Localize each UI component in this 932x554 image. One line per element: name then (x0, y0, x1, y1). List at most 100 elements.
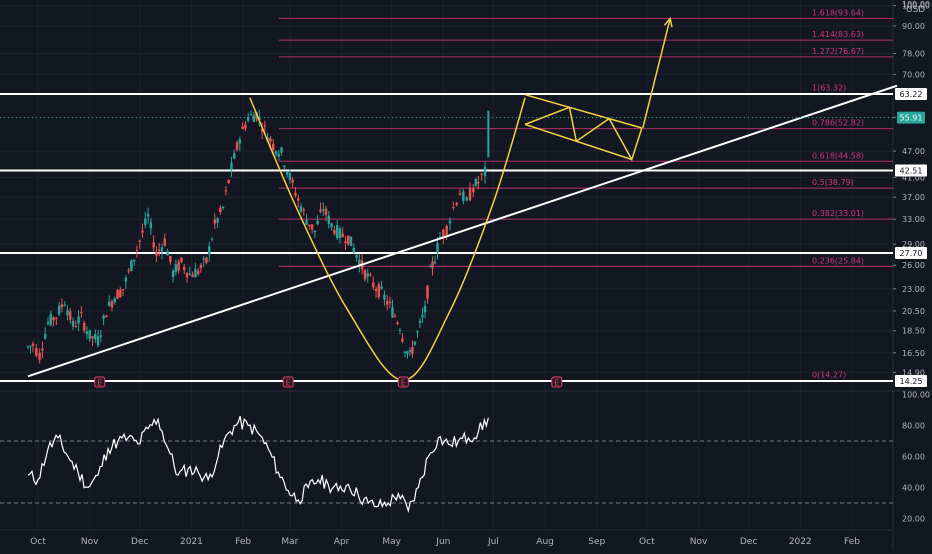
earnings-marker-label: E (554, 379, 559, 388)
candle-body (349, 236, 353, 246)
x-tick-label: Feb (844, 537, 860, 547)
x-tick-label: Dec (740, 537, 757, 547)
candle-body (235, 142, 239, 150)
flag-zigzag (524, 106, 643, 162)
candle-body (57, 305, 61, 315)
candle-body (333, 229, 336, 234)
candle-body (77, 316, 80, 324)
candle-body (88, 329, 91, 340)
y-tick-label: 16.50 (902, 349, 925, 358)
x-tick-label: Oct (639, 537, 655, 547)
candle-body (169, 255, 172, 262)
y-tick-label: 20.50 (902, 307, 925, 316)
x-tick-label: Mar (281, 537, 298, 547)
rsi-tick-label: 100.00 (902, 391, 930, 400)
candle-body (155, 252, 158, 256)
candle-body (483, 167, 487, 176)
y-tick-label: 47.00 (902, 147, 925, 156)
y-tick-label: 37.00 (902, 193, 925, 202)
candle-body (426, 285, 429, 299)
candle-body (130, 260, 133, 271)
y-tick-label: 23.00 (902, 285, 925, 294)
fib-level-label: 0(14.27) (812, 371, 846, 380)
x-tick-label: Apr (334, 537, 350, 547)
candle-body (433, 261, 437, 264)
candle-body (208, 246, 211, 255)
y-tick-label: 18.50 (902, 327, 925, 336)
x-tick-label: Sep (588, 537, 605, 547)
candle-body (124, 277, 128, 282)
candle-body (431, 261, 434, 269)
candle-body (113, 298, 116, 303)
candle-body (188, 273, 191, 275)
candle-body (219, 207, 222, 213)
candle-body (285, 171, 289, 175)
level-price-tag (895, 375, 927, 387)
candle-body (205, 257, 208, 263)
candle-body (194, 269, 197, 278)
candle-body (191, 274, 194, 278)
candle-body (324, 208, 328, 215)
x-tick-label: Feb (235, 537, 251, 547)
candle-body (107, 301, 111, 306)
x-tick-label: May (382, 537, 401, 547)
candle-body (144, 218, 147, 226)
candle-body (436, 243, 439, 253)
x-tick-label: Jul (487, 537, 499, 547)
candle-body (241, 126, 244, 130)
candle-body (35, 347, 38, 356)
candle-body (366, 273, 369, 277)
candle-body (180, 257, 183, 263)
candle-body (452, 207, 455, 209)
candle-body (185, 272, 189, 277)
candle-body (401, 338, 404, 342)
candle-body (244, 124, 247, 129)
candle-body (60, 304, 64, 308)
candle-body (94, 333, 97, 340)
y-tick-label: 26.00 (902, 261, 925, 270)
candle-body (377, 284, 381, 298)
candle-body (99, 335, 103, 338)
candle-body (403, 351, 407, 353)
candle-body (416, 331, 419, 333)
earnings-marker (94, 376, 106, 388)
fib-level-label: 0.382(33.01) (812, 209, 864, 218)
fib-level-label: 0.236(25.84) (812, 256, 864, 265)
x-tick-label: Nov (81, 537, 99, 547)
candle-body (341, 233, 344, 237)
level-price-tag (895, 246, 927, 259)
candle-body (385, 301, 389, 305)
candle-body (210, 239, 214, 241)
candle-body (322, 209, 325, 211)
currency-label: USD (906, 5, 925, 15)
y-tick-label: 33.00 (902, 215, 925, 224)
level-price-tag (895, 88, 927, 100)
flag-lower-line (524, 123, 633, 161)
candle-body (355, 254, 358, 258)
candle-body (69, 311, 72, 320)
horizontal-levels-layer (0, 93, 893, 382)
y-tick-label: 100.00 (902, 2, 930, 11)
candle-body (177, 261, 180, 271)
candle-body (458, 193, 462, 196)
candle-body (283, 166, 286, 168)
candle-body (221, 206, 225, 208)
earnings-marker (551, 376, 563, 388)
candle-body (280, 147, 283, 153)
candle-body (121, 289, 125, 291)
candle-body (135, 249, 139, 251)
candle-body (80, 311, 83, 313)
fib-level-label: 0.5(38.79) (812, 178, 854, 187)
candle-body (335, 224, 339, 239)
candle-body (49, 313, 52, 325)
candle-body (260, 129, 264, 132)
level-price-tag-label: 14.25 (900, 377, 923, 386)
level-price-tag-label: 27.70 (900, 249, 923, 258)
candle-body (29, 345, 32, 347)
candle-body (411, 347, 414, 354)
candle-body (132, 259, 136, 262)
candle-body (347, 235, 350, 245)
candle-body (255, 112, 258, 120)
